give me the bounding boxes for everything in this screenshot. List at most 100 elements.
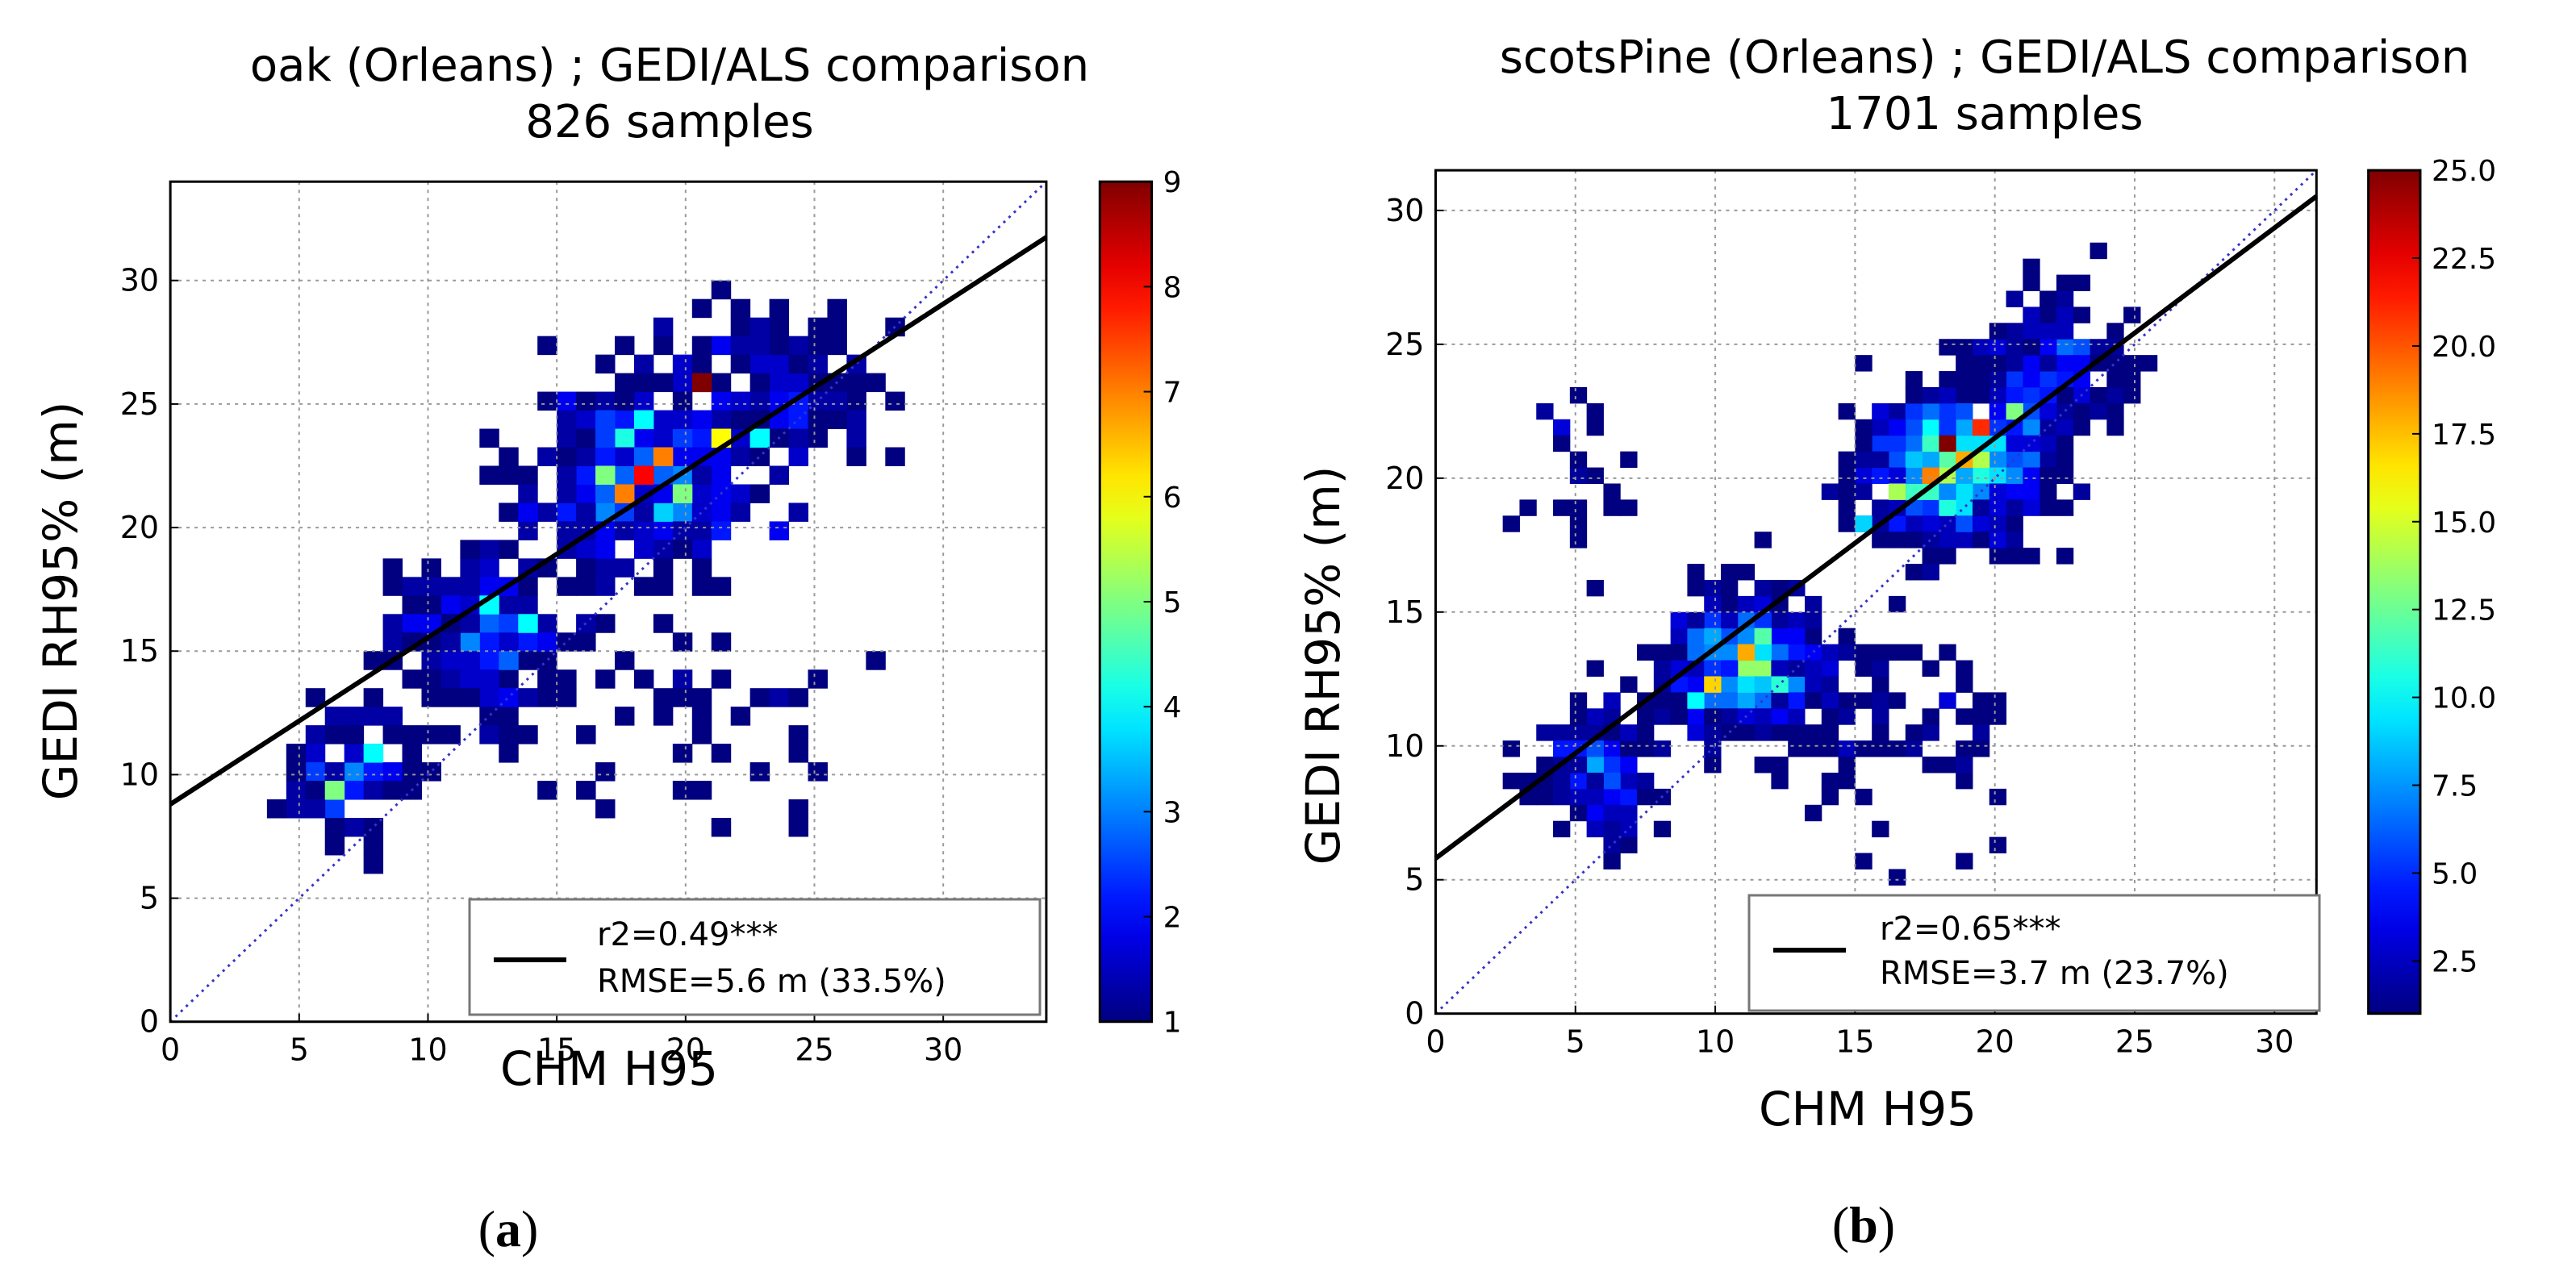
colorbar-tick-label: 5.0 bbox=[2432, 857, 2478, 890]
histogram-cell bbox=[846, 428, 866, 448]
histogram-cell bbox=[2040, 355, 2057, 372]
histogram-cell bbox=[691, 558, 712, 578]
histogram-cell bbox=[749, 373, 770, 393]
histogram-cell bbox=[2073, 339, 2091, 356]
histogram-cell bbox=[1620, 804, 1638, 822]
legend: r2=0.49*** RMSE=5.6 m (33.5%) bbox=[468, 898, 1042, 1016]
histogram-cell bbox=[363, 836, 384, 856]
histogram-cell bbox=[1956, 740, 1973, 757]
histogram-cell bbox=[2056, 355, 2074, 372]
histogram-cell bbox=[691, 707, 712, 726]
colorbar-tick-label: 12.5 bbox=[2432, 594, 2496, 628]
histogram-cell bbox=[711, 521, 732, 540]
histogram-cell bbox=[305, 744, 326, 763]
histogram-cell-hot bbox=[324, 781, 345, 800]
histogram-cell bbox=[2040, 483, 2057, 500]
histogram-cell bbox=[730, 354, 751, 374]
histogram-cell bbox=[440, 688, 461, 707]
histogram-cell bbox=[1637, 644, 1655, 661]
histogram-cell bbox=[576, 391, 596, 411]
histogram-cell-hot bbox=[633, 465, 654, 485]
histogram-cell bbox=[1721, 708, 1739, 725]
histogram-cell bbox=[324, 818, 345, 837]
histogram-cell bbox=[576, 447, 596, 466]
histogram-cell bbox=[402, 725, 422, 744]
histogram-cell bbox=[1956, 467, 1973, 484]
histogram-cell bbox=[2040, 323, 2057, 340]
histogram-cell bbox=[1872, 708, 1889, 725]
colorbar-tick-label: 2 bbox=[1163, 902, 1182, 935]
histogram-cell bbox=[1939, 483, 1956, 500]
histogram-cell bbox=[1922, 548, 1939, 565]
histogram-cell bbox=[1821, 660, 1839, 677]
histogram-cell bbox=[614, 521, 635, 540]
histogram-cell bbox=[1956, 371, 1973, 388]
histogram-cell bbox=[2040, 371, 2057, 388]
histogram-cells bbox=[1502, 242, 2158, 886]
histogram-cell bbox=[2023, 274, 2040, 291]
histogram-cell bbox=[1721, 660, 1739, 677]
x-tick-label: 20 bbox=[1976, 1024, 2014, 1060]
histogram-cell bbox=[1972, 692, 1990, 709]
histogram-cell bbox=[614, 558, 635, 578]
histogram-cell bbox=[1754, 532, 1772, 548]
histogram-cell bbox=[2123, 386, 2141, 404]
histogram-cell bbox=[1603, 820, 1621, 838]
histogram-cell bbox=[1536, 724, 1554, 741]
y-tick-label: 15 bbox=[120, 633, 159, 669]
histogram-cell bbox=[440, 725, 461, 744]
histogram-cell bbox=[749, 391, 770, 411]
histogram-cell bbox=[2123, 306, 2141, 323]
histogram-cell bbox=[846, 391, 866, 411]
histogram-cell bbox=[402, 614, 422, 633]
histogram-cell bbox=[1922, 402, 1939, 420]
histogram-cell bbox=[1553, 740, 1571, 757]
histogram-cell bbox=[1704, 708, 1722, 725]
histogram-cell bbox=[1687, 708, 1705, 725]
panel-letter: a bbox=[495, 1200, 521, 1257]
histogram-cell-hot bbox=[1771, 676, 1789, 693]
histogram-cell bbox=[1804, 595, 1822, 613]
histogram-cell bbox=[1704, 724, 1722, 741]
histogram-cell bbox=[691, 336, 712, 356]
histogram-cell bbox=[1771, 628, 1789, 645]
histogram-cell bbox=[730, 447, 751, 466]
histogram-cell bbox=[402, 577, 422, 596]
colorbar-tick-label: 2.5 bbox=[2432, 945, 2478, 978]
histogram-cell bbox=[1872, 402, 1889, 420]
histogram-cell bbox=[749, 336, 770, 356]
histogram-cell bbox=[363, 688, 384, 707]
histogram-cell bbox=[1569, 724, 1588, 741]
histogram-cell bbox=[711, 465, 732, 485]
histogram-cell bbox=[1838, 515, 1856, 532]
histogram-cell bbox=[1653, 820, 1672, 838]
histogram-cell bbox=[885, 391, 905, 411]
histogram-cell bbox=[1821, 740, 1839, 757]
histogram-cell bbox=[1972, 515, 1990, 532]
histogram-cell bbox=[1788, 692, 1806, 709]
histogram-cell bbox=[1788, 676, 1806, 693]
histogram-cell bbox=[1704, 628, 1722, 645]
colorbar: 2.5 5.0 7.5 10.0 12.5 15.0 17.5 20.0 22.5 25.0 bbox=[2367, 155, 2496, 1015]
histogram-cell bbox=[537, 669, 557, 689]
histogram-cell-hot bbox=[1922, 467, 1939, 484]
histogram-cell bbox=[2006, 499, 2023, 516]
histogram-cell bbox=[653, 373, 674, 393]
histogram-cell bbox=[1737, 564, 1756, 581]
histogram-cell bbox=[827, 336, 847, 356]
histogram-cell bbox=[653, 502, 674, 522]
histogram-cell bbox=[633, 447, 654, 466]
histogram-cell bbox=[2073, 274, 2091, 291]
histogram-cell bbox=[2040, 467, 2057, 484]
histogram-cell bbox=[1620, 724, 1638, 741]
histogram-cell bbox=[2023, 467, 2040, 484]
histogram-cell bbox=[363, 818, 384, 837]
histogram-cell bbox=[691, 354, 712, 374]
histogram-cells bbox=[266, 280, 905, 874]
x-tick-label: 20 bbox=[666, 1032, 705, 1068]
histogram-cell bbox=[305, 781, 326, 800]
histogram-cell bbox=[1569, 386, 1588, 404]
histogram-cell bbox=[1972, 467, 1990, 484]
histogram-cell bbox=[1502, 515, 1520, 532]
histogram-cell bbox=[1838, 499, 1856, 516]
